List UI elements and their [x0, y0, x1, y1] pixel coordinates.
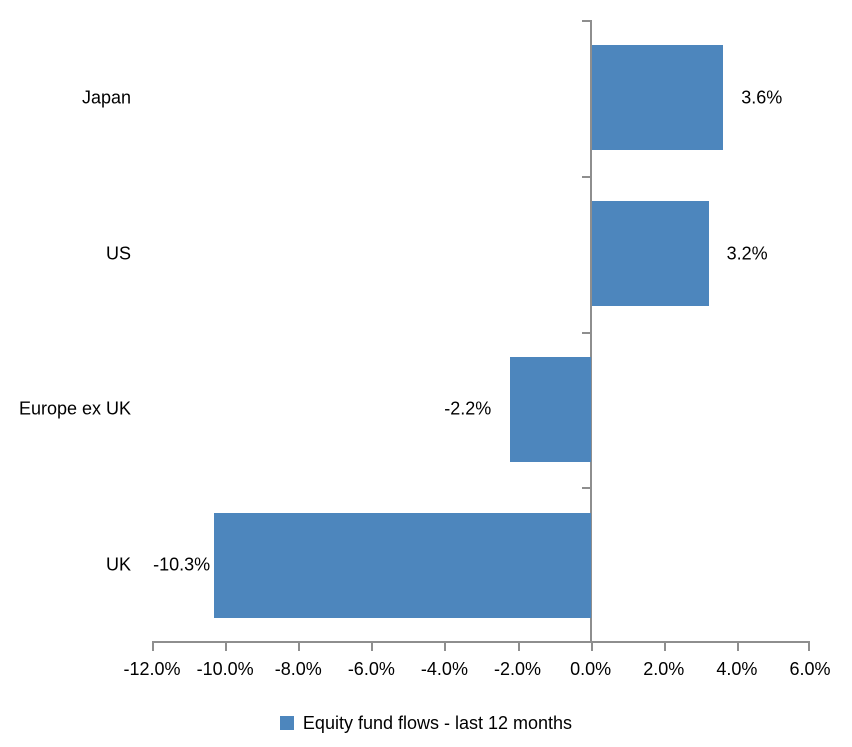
- bar-japan: [591, 45, 724, 151]
- x-axis-tick-label: 2.0%: [643, 659, 685, 679]
- bar-value-label: -2.2%: [444, 398, 492, 419]
- bar-value-label: -10.3%: [153, 554, 211, 575]
- plot-area: -12.0% -10.0% -8.0% -6.0% -4.0% -2.0% 0.0% 2.0%…: [123, 20, 831, 679]
- bar-us: [591, 201, 709, 307]
- category-label: US: [105, 243, 131, 264]
- category-boundary-tick: [581, 487, 591, 490]
- x-axis-tick-label: 0.0%: [570, 659, 612, 679]
- x-axis-tick: [444, 641, 447, 651]
- x-axis-line: [152, 641, 810, 643]
- bar-uk: [214, 512, 591, 618]
- category-label: Europe ex UK: [18, 398, 131, 419]
- x-axis-tick-label: -12.0%: [123, 659, 181, 679]
- x-axis-tick: [736, 641, 739, 651]
- x-axis-tick-label: -2.0%: [494, 659, 542, 679]
- legend-label: Equity fund flows - last 12 months: [302, 712, 573, 733]
- x-axis-tick: [517, 641, 520, 651]
- legend: Equity fund flows - last 12 months: [0, 709, 852, 737]
- x-axis-tick-label: -6.0%: [347, 659, 395, 679]
- bar-value-label: 3.6%: [741, 87, 783, 108]
- x-axis-tick-label: -8.0%: [274, 659, 322, 679]
- x-axis-tick: [225, 641, 228, 651]
- x-axis-tick: [152, 641, 154, 651]
- category-label: UK: [105, 554, 131, 575]
- zero-axis-line: [589, 20, 592, 643]
- x-axis-tick-label: 4.0%: [716, 659, 758, 679]
- category-label: Japan: [81, 87, 131, 108]
- x-axis-tick: [298, 641, 301, 651]
- x-axis-tick: [371, 641, 374, 651]
- x-axis-tick-label: -4.0%: [420, 659, 468, 679]
- bar-value-label: 3.2%: [726, 243, 768, 264]
- category-boundary-tick: [581, 20, 591, 22]
- x-axis-tick: [590, 641, 593, 651]
- legend-marker-icon: [279, 716, 294, 730]
- category-boundary-tick: [581, 331, 591, 334]
- x-axis-tick-label: -10.0%: [196, 659, 254, 679]
- x-axis-tick: [808, 641, 810, 651]
- category-boundary-tick: [581, 175, 591, 178]
- x-axis-tick-label: 6.0%: [789, 659, 831, 679]
- x-axis-tick: [663, 641, 666, 651]
- category-boundary-tick: [581, 641, 591, 643]
- bar-europe-ex-uk: [510, 356, 591, 462]
